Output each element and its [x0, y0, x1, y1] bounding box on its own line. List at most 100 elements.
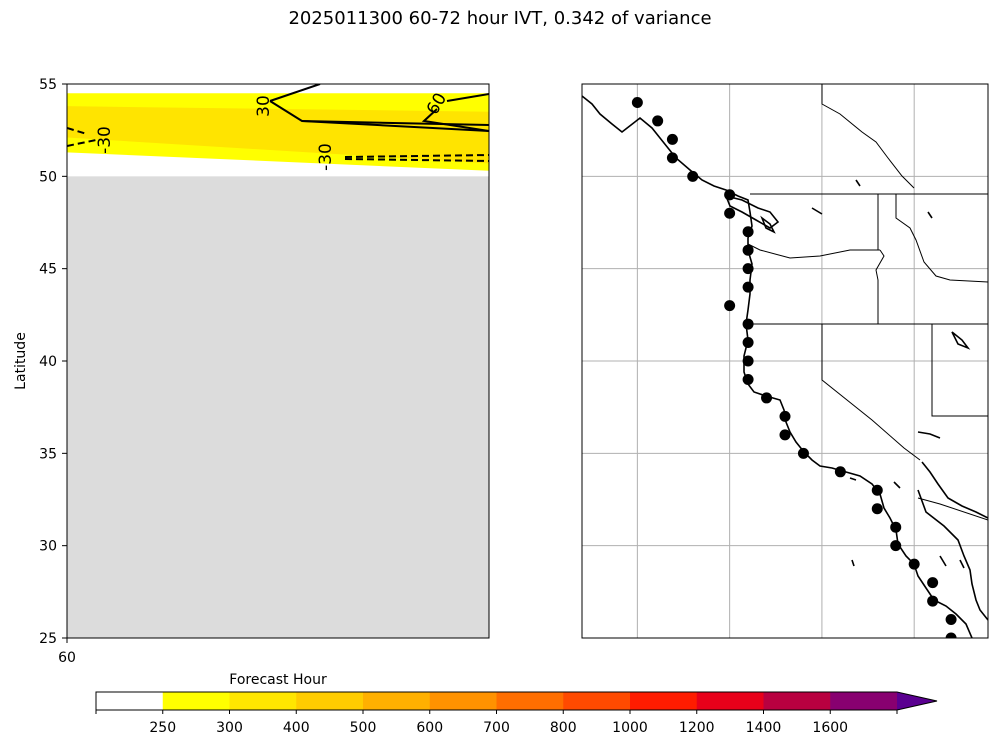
border-wa-or [747, 243, 880, 259]
figure-title: 2025011300 60-72 hour IVT, 0.342 of vari… [288, 8, 712, 29]
colorbar-cell [429, 692, 497, 710]
colorbar-tick-label: 1200 [679, 720, 715, 736]
colorbar-title: Forecast Hour [229, 672, 327, 688]
map-point [945, 614, 957, 626]
map-point [687, 170, 699, 182]
map-point [779, 429, 791, 441]
contour-label: 30 [254, 95, 274, 117]
colorbar-tick-label: 250 [149, 720, 176, 736]
map-point [779, 410, 791, 422]
y-tick-label: 30 [39, 539, 57, 555]
island [893, 481, 901, 489]
border-ca-nv [821, 324, 921, 461]
map-point [927, 577, 939, 589]
border-bc-top [821, 84, 915, 189]
map-point [797, 447, 809, 459]
island [849, 477, 857, 481]
colorbar-outline [95, 691, 938, 711]
map-point [927, 595, 939, 607]
contour-fill-layer [67, 93, 489, 171]
x-axis: 60 [58, 638, 76, 666]
map-point [908, 558, 920, 570]
colorbar-tick-label: 300 [216, 720, 243, 736]
y-tick-label: 45 [39, 262, 57, 278]
colorbar-tick-label: 1600 [812, 720, 848, 736]
contour-line-dashed [344, 158, 489, 162]
map-point [761, 392, 773, 404]
map-point [945, 632, 957, 638]
map-point [742, 244, 754, 256]
border-id-mt [895, 194, 988, 283]
colorbar-extend-arrow [897, 692, 937, 710]
map-point [631, 96, 643, 108]
map-point [652, 115, 664, 127]
map-point [871, 503, 883, 515]
y-tick-label: 55 [39, 77, 57, 93]
map-point [724, 300, 736, 312]
contour-line-layer [67, 84, 489, 162]
contour-line [301, 120, 489, 132]
y-axis-label: Latitude [13, 332, 29, 390]
colorbar-cells [95, 691, 938, 711]
island [927, 211, 933, 219]
map-point [890, 540, 902, 552]
map-point [834, 466, 846, 478]
gulf-coast [921, 461, 988, 519]
colorbar-tick-label: 700 [483, 720, 510, 736]
island [939, 555, 947, 567]
map-panel [581, 83, 989, 639]
contour-line [421, 108, 489, 132]
border-us-mexico [917, 497, 988, 521]
map-borders [747, 84, 988, 521]
colorbar-cell [363, 692, 431, 710]
contour-line [446, 93, 489, 102]
contour-line-dashed [344, 154, 489, 158]
y-tick-label: 35 [39, 446, 57, 462]
colorbar-cell [162, 692, 230, 710]
colorbar-ticks: 250 300 400 500 600 700 800 1000 1200 1400 1600 [95, 710, 898, 736]
map-point [890, 521, 902, 533]
map-point [742, 281, 754, 293]
contour-label: -30 [316, 143, 336, 171]
island [959, 559, 965, 569]
colorbar-tick-label: 800 [550, 720, 577, 736]
contour-line-dashed [67, 139, 97, 147]
colorbar-tick-label: 600 [416, 720, 443, 736]
colorbar-tick-label: 1400 [746, 720, 782, 736]
island [811, 207, 823, 215]
x-tick-label: 60 [58, 650, 76, 666]
colorbar-cell [630, 692, 698, 710]
colorbar-cell [96, 692, 164, 710]
y-tick-label: 40 [39, 354, 57, 370]
island [855, 179, 861, 187]
map-point [724, 189, 736, 201]
baja-peninsula [917, 489, 988, 621]
vancouver-island [724, 194, 780, 229]
map-point [742, 226, 754, 238]
colorbar-cell [496, 692, 564, 710]
map-point [871, 484, 883, 496]
y-axis: 25 30 35 40 45 50 55 [39, 77, 67, 647]
border-nv-ut [931, 324, 988, 417]
colorbar-cell [296, 692, 364, 710]
y-tick-label: 25 [39, 631, 57, 647]
map-point [742, 355, 754, 367]
missing-data-region [67, 176, 489, 639]
island [951, 331, 971, 350]
map-point [742, 337, 754, 349]
y-tick-label: 50 [39, 169, 57, 185]
puget-sound [760, 215, 776, 234]
island [851, 559, 855, 567]
border-or-id [875, 249, 885, 324]
map-gridlines [582, 84, 988, 638]
colorbar: Forecast Hour 250 300 400 500 600 700 800 1000 1… [95, 672, 938, 736]
colorbar-cell [563, 692, 631, 710]
colorbar-cell [696, 692, 764, 710]
island [917, 431, 941, 439]
map-point [742, 373, 754, 385]
colorbar-cell [830, 692, 898, 710]
map-point [666, 133, 678, 145]
contour-label: -30 [95, 126, 115, 154]
